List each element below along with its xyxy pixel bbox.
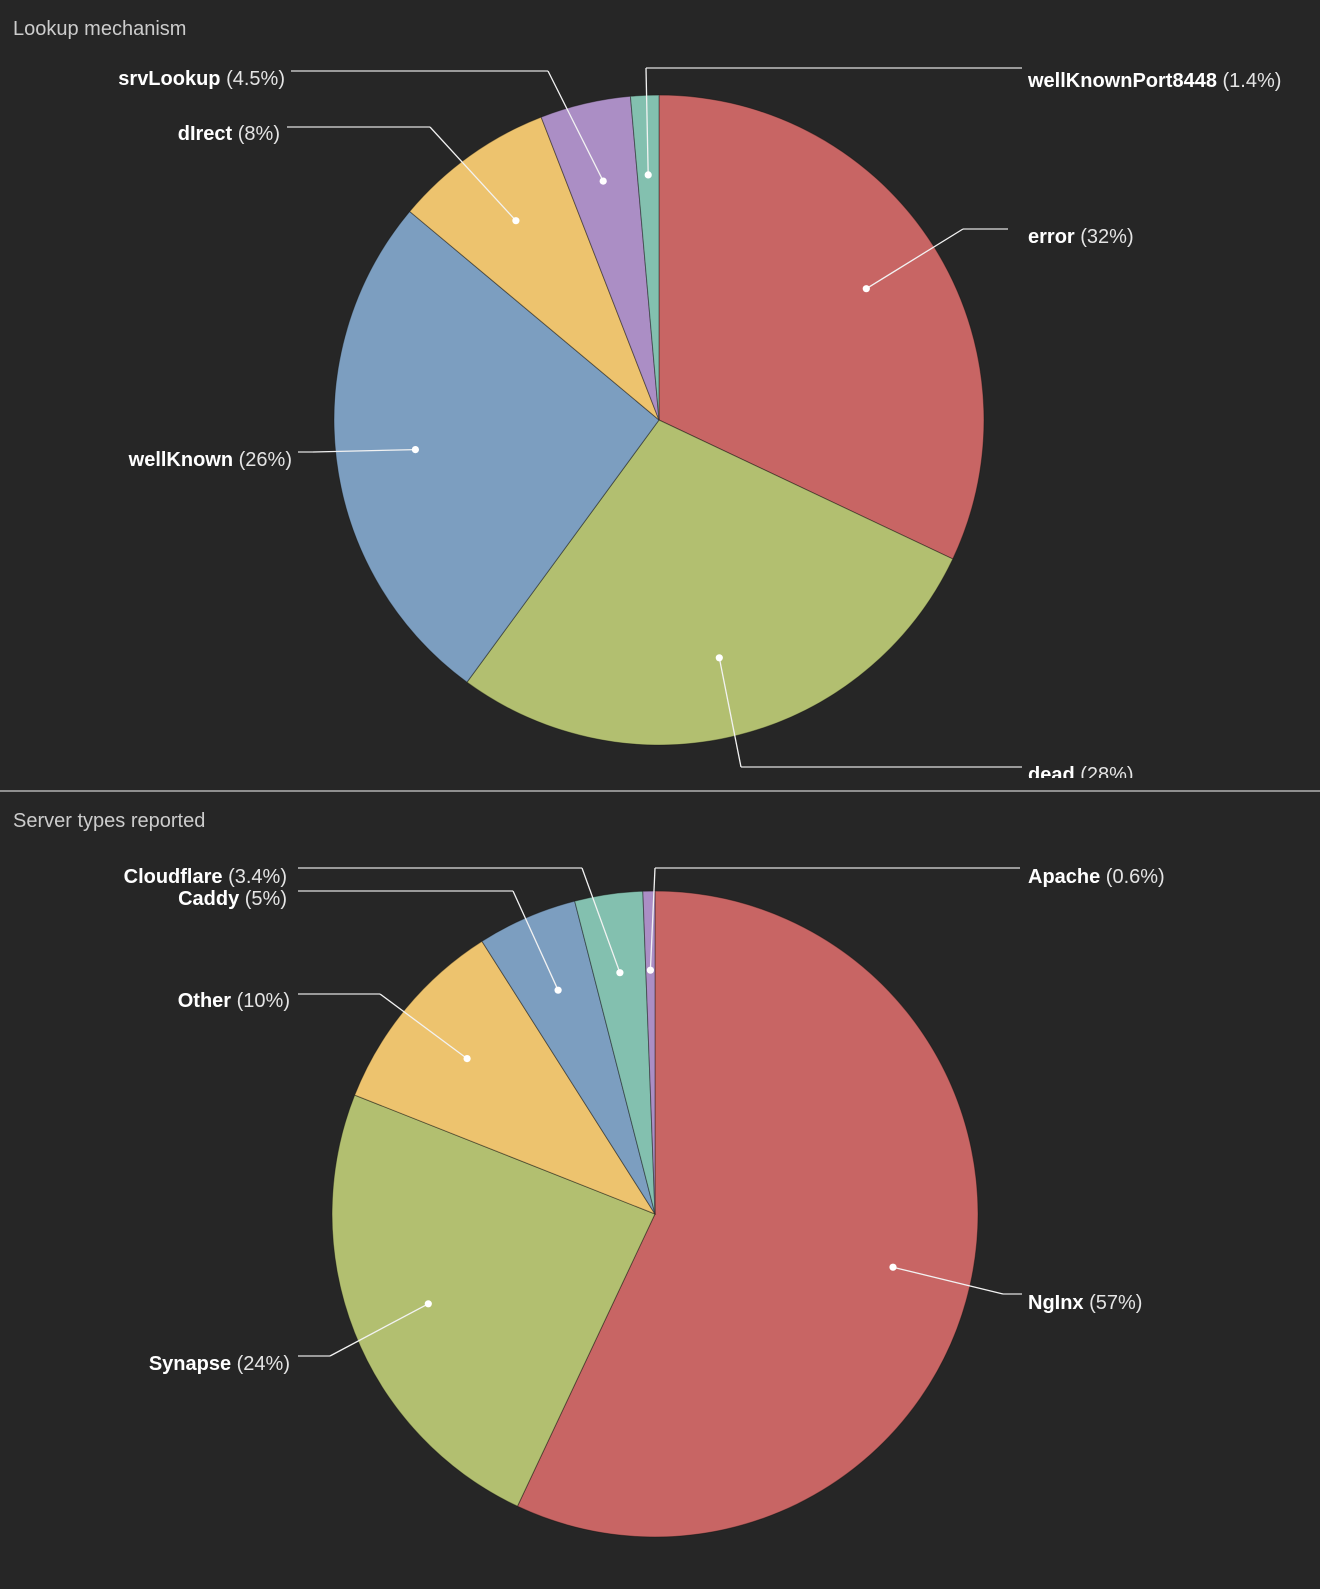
- pointer-dot-wellKnown: [411, 446, 419, 454]
- pie-slice-Other[interactable]: [354, 940, 657, 1216]
- pie-slice-NgInx[interactable]: [516, 890, 979, 1538]
- slice-label-Other: Other (10%): [178, 990, 290, 1012]
- pointer-dot-wellKnownPort8448: [644, 171, 652, 179]
- server-types-panel: Server types reported NgInx (57%) Synapse…: [0, 792, 1320, 1589]
- pie-slice-Synapse[interactable]: [331, 1094, 656, 1507]
- pointer-line-Other: [379, 993, 468, 1060]
- panel-divider: [0, 790, 1320, 792]
- pie-slice-dIrect[interactable]: [409, 116, 660, 421]
- server-types-pie-chart: NgInx (57%) Synapse (24%) Other (10%) Caddy…: [124, 866, 1165, 1538]
- slice-label-wellKnown: wellKnown (26%): [128, 449, 292, 471]
- pointer-dot-srvLookup: [599, 177, 607, 185]
- pointer-dot-Apache: [646, 966, 655, 974]
- pie-slice-error[interactable]: [658, 94, 985, 560]
- pointer-line-wellKnown: [312, 448, 416, 453]
- slice-label-Caddy: Caddy (5%): [178, 888, 287, 910]
- server-types-title: Server types reported: [13, 810, 206, 832]
- slice-label-NgInx: NgInx (57%): [1028, 1292, 1142, 1314]
- pointer-line-Synapse: [329, 1303, 429, 1357]
- pointer-dot-error: [862, 285, 870, 293]
- pie-slice-srvLookup[interactable]: [540, 95, 660, 421]
- pointer-dot-NgInx: [889, 1263, 897, 1271]
- slice-label-srvLookup: srvLookup (4.5%): [118, 68, 285, 90]
- pointer-line-Cloudflare: [581, 867, 621, 973]
- pie-slice-Caddy[interactable]: [481, 900, 656, 1215]
- pointer-dot-Other: [463, 1055, 471, 1063]
- pointer-line-dIrect: [429, 126, 517, 222]
- pointer-dot-dIrect: [512, 217, 520, 225]
- pointer-line-NgInx: [892, 1266, 1004, 1295]
- slice-label-Cloudflare: Cloudflare (3.4%): [124, 866, 287, 888]
- slice-label-wellKnownPort8448: wellKnownPort8448 (1.4%): [1027, 70, 1281, 92]
- slice-label-dIrect: dIrect (8%): [178, 123, 280, 145]
- lookup-mechanism-pie-chart: error (32%) dead (28%) wellKnown (26%) dIre…: [118, 67, 1281, 778]
- pointer-line-Caddy: [512, 890, 559, 991]
- pointer-dot-Synapse: [424, 1300, 432, 1308]
- lookup-mechanism-title: Lookup mechanism: [13, 18, 187, 40]
- pointer-line-dead: [718, 657, 742, 768]
- pointer-dot-Cloudflare: [616, 969, 624, 977]
- pie-slice-dead[interactable]: [466, 419, 954, 746]
- pointer-line-srvLookup: [547, 70, 604, 182]
- pointer-line-wellKnownPort8448: [645, 67, 649, 175]
- pointer-dot-Caddy: [554, 986, 562, 994]
- slice-label-dead: dead (28%): [1028, 764, 1134, 778]
- slice-label-Apache: Apache (0.6%): [1028, 866, 1165, 888]
- pie-slice-wellKnownPort8448[interactable]: [629, 94, 660, 421]
- pie-slice-Cloudflare[interactable]: [574, 890, 656, 1215]
- pointer-line-Apache: [649, 867, 656, 971]
- pointer-dot-dead: [715, 654, 723, 662]
- lookup-mechanism-panel: Lookup mechanism error (32%) dead (28%) we…: [0, 0, 1320, 790]
- slice-label-Synapse: Synapse (24%): [149, 1353, 290, 1375]
- pie-slice-wellKnown[interactable]: [333, 210, 660, 683]
- pointer-line-error: [865, 228, 964, 290]
- slice-label-error: error (32%): [1028, 226, 1134, 248]
